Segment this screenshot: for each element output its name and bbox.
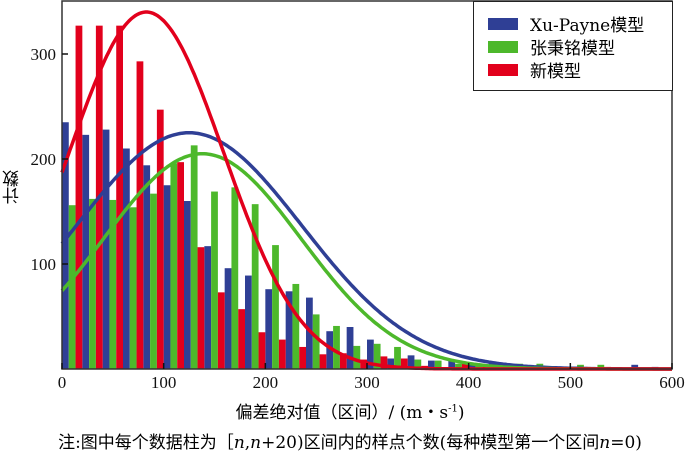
bar: [204, 246, 212, 369]
note-text: 注:图中每个数据柱为［: [58, 433, 234, 453]
x-tick-label: 200: [253, 373, 279, 392]
bar: [455, 363, 462, 369]
bar: [224, 268, 232, 369]
bar: [312, 314, 320, 369]
bar: [400, 358, 408, 369]
bar: [597, 364, 605, 369]
legend-item: 张秉铭模型: [488, 35, 672, 59]
bar: [306, 297, 313, 369]
y-tick-label: 300: [31, 45, 57, 64]
x-tick-label: 500: [558, 373, 584, 392]
x-tick-label: 600: [659, 373, 685, 392]
bar: [434, 360, 442, 369]
bar: [190, 145, 198, 369]
bar: [116, 25, 123, 370]
note-text: +20)区间内的样点个数(每种模型第一个区间: [261, 433, 600, 453]
chart-note: 注:图中每个数据柱为［n,n+20)区间内的样点个数(每种模型第一个区间n=0): [0, 428, 700, 453]
bar: [62, 122, 69, 369]
bar: [123, 148, 130, 369]
bar: [285, 291, 293, 369]
bar: [461, 363, 469, 369]
legend-item: Xu-Payne模型: [488, 12, 672, 36]
x-tick-label: 100: [151, 373, 177, 392]
y-axis-label: 计数: [3, 170, 23, 204]
bar: [353, 345, 361, 369]
legend: Xu-Payne模型 张秉铭模型 新模型: [473, 1, 673, 91]
bar: [326, 331, 334, 369]
bar: [163, 185, 171, 369]
x-axis-label-main: 偏差绝对值（区间）/ (m・s: [235, 403, 449, 423]
bar: [150, 193, 157, 369]
bar: [367, 339, 374, 369]
bar: [394, 346, 401, 369]
bar: [339, 353, 347, 369]
y-tick-label: 100: [31, 255, 57, 274]
bar: [414, 359, 422, 369]
bar: [468, 364, 476, 369]
bar: [102, 129, 110, 369]
bar: [82, 134, 90, 369]
bar: [136, 61, 144, 369]
bar: [380, 356, 388, 369]
x-tick-label: 400: [456, 373, 482, 392]
legend-label: 新模型: [530, 62, 581, 82]
bar: [68, 205, 76, 369]
x-tick-label: 0: [58, 373, 67, 392]
bar: [109, 199, 117, 369]
note-var: n: [250, 433, 262, 453]
legend-label: Xu-Payne模型: [530, 16, 645, 36]
x-tick-label: 300: [354, 373, 380, 392]
bar: [143, 165, 151, 369]
bar: [170, 163, 178, 369]
bar: [177, 162, 184, 369]
legend-swatch: [488, 63, 518, 76]
bar: [360, 359, 367, 369]
bar: [129, 207, 137, 369]
legend-label: 张秉铭模型: [530, 39, 615, 59]
legend-swatch: [488, 40, 518, 53]
bar: [448, 360, 456, 369]
bar: [251, 204, 259, 369]
bar: [387, 358, 395, 369]
legend-swatch: [488, 17, 518, 30]
bar: [333, 325, 340, 369]
bar: [238, 309, 245, 369]
bar: [231, 187, 239, 369]
x-axis-label-sup: -1: [448, 403, 458, 415]
bar: [217, 292, 225, 369]
bar: [156, 109, 164, 370]
note-text: =0): [610, 433, 642, 453]
bar: [278, 339, 286, 369]
bar: [319, 354, 327, 369]
bar: [407, 355, 415, 369]
bar: [299, 346, 306, 369]
x-axis-label-end: ): [457, 403, 465, 423]
note-var: n: [233, 433, 245, 453]
bar: [258, 332, 266, 369]
bar: [265, 289, 273, 369]
note-text: ,: [244, 433, 251, 453]
bar: [373, 343, 381, 369]
bar: [292, 283, 300, 369]
bar: [631, 364, 639, 369]
bar: [184, 201, 191, 369]
bar: [272, 245, 279, 369]
y-tick-label: 200: [31, 150, 57, 169]
bar: [89, 198, 96, 369]
legend-item: 新模型: [488, 58, 672, 82]
bar: [197, 247, 205, 369]
bar: [346, 327, 354, 369]
bar: [211, 191, 218, 369]
bar: [428, 360, 435, 369]
bar: [75, 25, 83, 370]
bar: [245, 275, 252, 369]
note-var: n: [599, 433, 611, 453]
x-axis-label: 偏差绝对值（区间）/ (m・s-1): [0, 398, 700, 423]
